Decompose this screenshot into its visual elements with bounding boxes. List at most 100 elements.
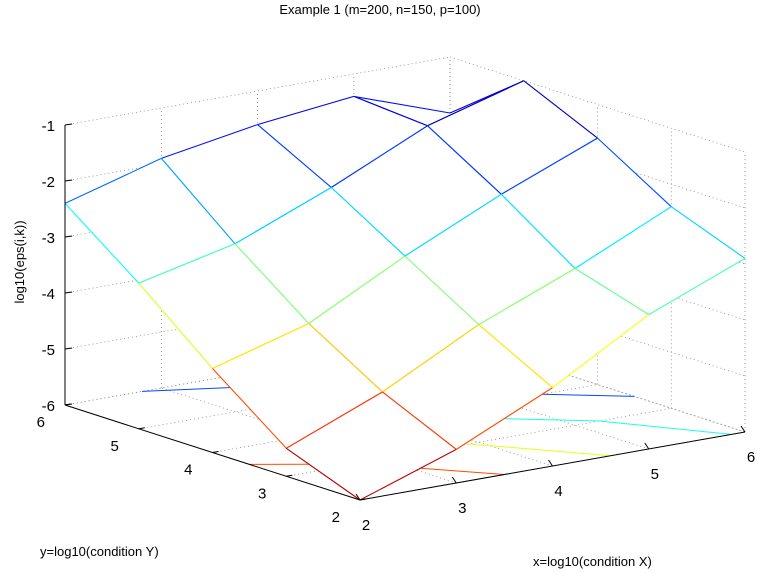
contour-segment bbox=[542, 393, 635, 397]
mesh-edge bbox=[359, 448, 457, 501]
contour-segment bbox=[599, 420, 732, 435]
surface-patch bbox=[478, 268, 649, 388]
mesh-edge bbox=[161, 124, 258, 159]
mesh-edge bbox=[257, 95, 354, 126]
mesh-edge bbox=[308, 323, 383, 393]
mesh-edge bbox=[286, 391, 383, 449]
mesh-edge bbox=[353, 95, 428, 127]
mesh-edge bbox=[648, 257, 746, 316]
mesh-edge bbox=[478, 324, 553, 389]
y-axis-label: y=log10(condition Y) bbox=[40, 544, 159, 559]
surface-patch bbox=[308, 256, 479, 392]
y-tick bbox=[286, 474, 293, 477]
surface-patch bbox=[65, 158, 235, 284]
mesh-edge bbox=[501, 137, 598, 195]
mesh-edge bbox=[382, 324, 480, 393]
mesh-edge bbox=[257, 124, 332, 188]
mesh-edge bbox=[308, 255, 406, 324]
surface-patch bbox=[138, 243, 309, 369]
surface-mesh bbox=[64, 80, 746, 501]
z-tick bbox=[64, 403, 73, 406]
surface-patch bbox=[212, 323, 383, 449]
surface-patch bbox=[353, 80, 524, 126]
mesh-edge bbox=[285, 447, 361, 501]
z-axis-label: log10(eps(i,k)) bbox=[12, 220, 27, 303]
y-tick-label: 6 bbox=[37, 414, 45, 431]
mesh-edge bbox=[552, 314, 650, 389]
chart-title: Example 1 (m=200, n=150, p=100) bbox=[279, 2, 480, 17]
mesh-edge bbox=[574, 268, 650, 316]
x-tick-label: 5 bbox=[651, 466, 659, 483]
y-tick-label: 2 bbox=[332, 509, 340, 526]
x-axis-label: x=log10(condition X) bbox=[533, 554, 652, 569]
y-tick-label: 4 bbox=[184, 462, 192, 479]
mesh-edge bbox=[597, 137, 672, 208]
z-tick bbox=[64, 347, 73, 350]
surface-patch bbox=[286, 392, 457, 500]
x-tick-label: 2 bbox=[362, 517, 370, 534]
x-tick-label: 6 bbox=[747, 449, 755, 466]
y-tick-label: 3 bbox=[258, 485, 266, 502]
mesh-edge bbox=[212, 368, 287, 449]
mesh-edge bbox=[160, 158, 236, 245]
mesh-edge bbox=[234, 187, 332, 245]
x-tick bbox=[355, 493, 361, 501]
x-tick bbox=[644, 442, 650, 450]
x-tick bbox=[451, 476, 457, 484]
mesh-edge bbox=[427, 80, 525, 127]
mesh-edge bbox=[382, 391, 457, 450]
x-tick-label: 4 bbox=[554, 483, 562, 500]
contour-segment bbox=[558, 419, 600, 422]
z-tick bbox=[64, 291, 73, 294]
x-tick-label: 3 bbox=[458, 500, 466, 517]
surface-patch bbox=[405, 194, 575, 325]
y-tick-label: 5 bbox=[110, 438, 118, 455]
mesh-edge bbox=[330, 187, 406, 257]
z-tick bbox=[64, 235, 73, 238]
contour-segment bbox=[141, 389, 169, 392]
mesh-edge bbox=[500, 193, 576, 269]
mesh-edge bbox=[138, 243, 236, 284]
surface-patch bbox=[331, 125, 502, 257]
x-tick bbox=[548, 459, 553, 467]
mesh-edge bbox=[574, 206, 672, 269]
mesh-edge bbox=[404, 255, 480, 326]
surface-patch bbox=[161, 124, 332, 244]
mesh-edge bbox=[234, 243, 310, 324]
mesh-edge bbox=[331, 125, 428, 188]
surface-patch bbox=[257, 96, 428, 188]
z-tick-label: -5 bbox=[42, 342, 55, 359]
surface-patch bbox=[427, 80, 598, 195]
mesh-edge bbox=[427, 125, 502, 195]
z-tick-label: -1 bbox=[42, 118, 55, 135]
z-tick-label: -3 bbox=[42, 230, 55, 247]
mesh-edge bbox=[64, 203, 140, 284]
surface-patch bbox=[575, 206, 745, 315]
mesh-edge bbox=[478, 268, 576, 326]
mesh-edge bbox=[353, 95, 451, 114]
mesh-edge bbox=[138, 282, 213, 369]
x-tick bbox=[740, 425, 746, 433]
mesh-edge bbox=[404, 193, 502, 257]
y-tick bbox=[138, 427, 145, 430]
contour-segment bbox=[407, 466, 505, 475]
z-tick bbox=[64, 123, 73, 126]
mesh-edge bbox=[64, 157, 162, 204]
surface-patch bbox=[501, 138, 672, 269]
contour-segment bbox=[489, 445, 611, 457]
z-tick-label: -6 bbox=[42, 398, 55, 415]
mesh-edge bbox=[523, 80, 598, 139]
y-tick bbox=[359, 498, 367, 501]
y-tick bbox=[212, 451, 219, 453]
surface-patch bbox=[382, 324, 553, 450]
z-tick-label: -2 bbox=[42, 174, 55, 191]
mesh-edge bbox=[670, 206, 746, 259]
z-tick bbox=[64, 179, 73, 182]
contour-segment bbox=[468, 443, 490, 447]
z-tick-label: -4 bbox=[42, 286, 55, 303]
mesh-edge bbox=[456, 387, 553, 450]
axes bbox=[64, 123, 746, 501]
mesh-edge bbox=[212, 323, 310, 369]
